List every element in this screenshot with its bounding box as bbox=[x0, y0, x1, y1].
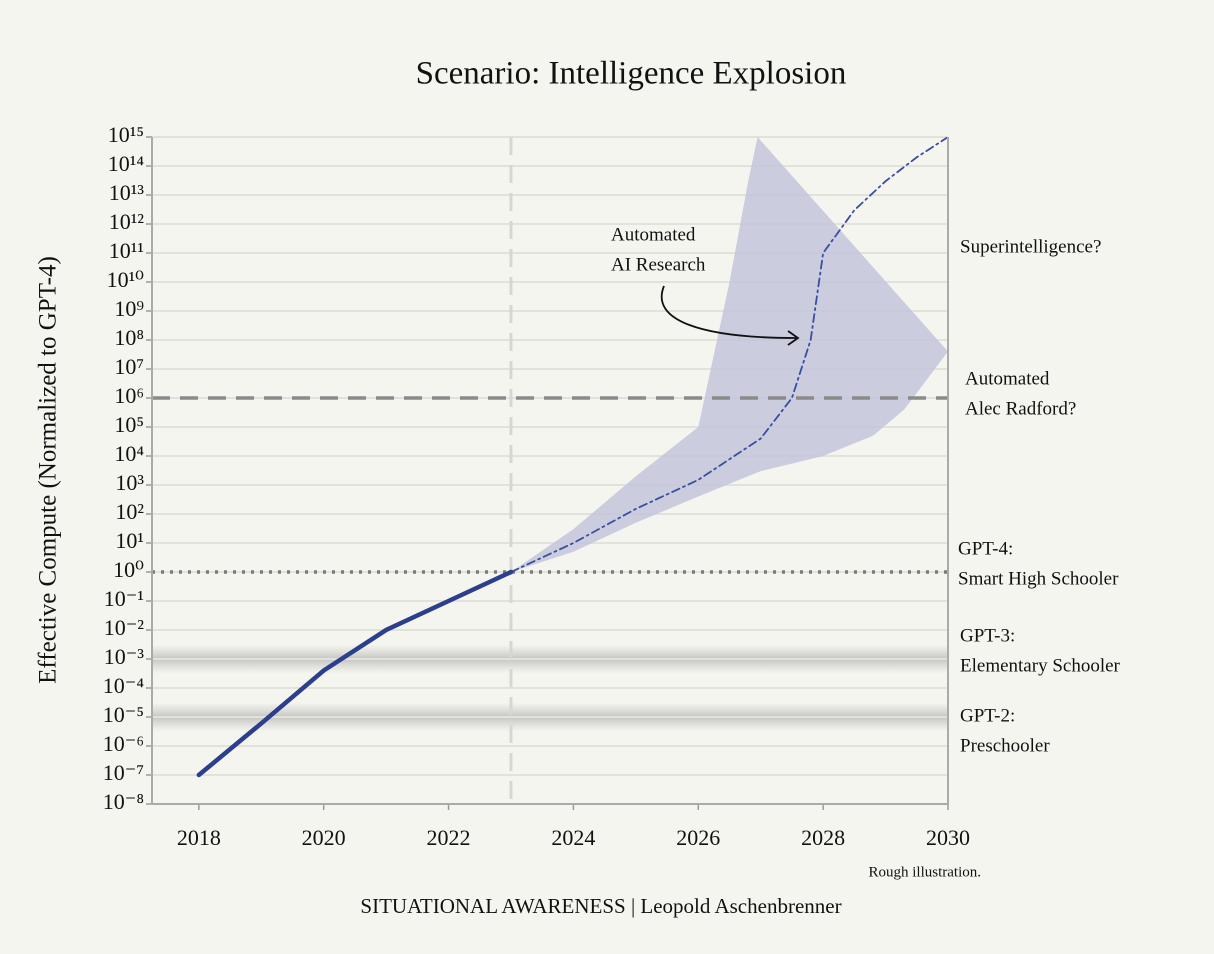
y-tick-label: 10⁻² bbox=[104, 615, 145, 640]
y-tick-label: 10² bbox=[115, 499, 144, 524]
x-tick-label: 2018 bbox=[177, 825, 221, 850]
annotation: Smart High Schooler bbox=[958, 568, 1119, 589]
y-tick-label: 10⁹ bbox=[114, 296, 144, 321]
y-tick-label: 10⁻⁷ bbox=[103, 760, 144, 785]
annotation: GPT-3: bbox=[960, 625, 1015, 646]
annotation: Automated bbox=[965, 368, 1050, 389]
uncertainty-band bbox=[510, 137, 948, 572]
y-tick-label: 10⁻⁴ bbox=[103, 673, 145, 698]
annotation: Preschooler bbox=[960, 735, 1050, 756]
plot-area bbox=[152, 137, 948, 804]
y-tick-label: 10⁴ bbox=[114, 441, 144, 466]
y-tick-label: 10⁷ bbox=[114, 354, 144, 379]
arrow-head bbox=[787, 330, 800, 346]
y-tick-label: 10⁵ bbox=[114, 412, 144, 437]
y-tick-label: 10⁰ bbox=[113, 557, 144, 582]
y-tick-label: 10¹² bbox=[109, 209, 145, 234]
annotation: Alec Radford? bbox=[965, 398, 1076, 419]
annotation: GPT-2: bbox=[960, 705, 1015, 726]
y-tick-label: 10³ bbox=[115, 470, 144, 495]
y-tick-label: 10⁻⁸ bbox=[103, 789, 144, 814]
y-tick-label: 10⁻³ bbox=[104, 644, 145, 669]
y-tick-label: 10⁶ bbox=[114, 383, 144, 408]
annotation: Superintelligence? bbox=[960, 236, 1101, 257]
annotation: Elementary Schooler bbox=[960, 655, 1121, 676]
x-tick-label: 2026 bbox=[676, 825, 720, 850]
arrow-note: Automated bbox=[611, 224, 696, 245]
y-tick-label: 10⁻⁵ bbox=[103, 702, 144, 727]
chart-title: Scenario: Intelligence Explosion bbox=[416, 56, 847, 92]
y-tick-label: 10¹⁴ bbox=[108, 151, 145, 176]
y-tick-label: 10¹⁵ bbox=[108, 122, 144, 147]
x-tick-label: 2028 bbox=[801, 825, 845, 850]
arrow-note: AI Research bbox=[611, 254, 706, 275]
arrow bbox=[660, 285, 797, 339]
x-tick-label: 2022 bbox=[427, 825, 471, 850]
historical-line bbox=[196, 569, 514, 778]
y-tick-label: 10¹³ bbox=[109, 180, 145, 205]
projection-line bbox=[510, 137, 948, 573]
x-tick-label: 2030 bbox=[926, 825, 970, 850]
x-tick-label: 2020 bbox=[302, 825, 346, 850]
plot: 10⁻⁸ 10⁻⁷ 10⁻⁶ 10⁻⁵ 10⁻⁴ 10⁻³ 10⁻² 10⁻¹ 10⁰ 10¹ 10… bbox=[103, 122, 1121, 850]
y-axis-label: Effective Compute (Normalized to GPT-4) bbox=[35, 256, 62, 684]
y-tick-label: 10⁻¹ bbox=[104, 586, 144, 611]
note: Rough illustration. bbox=[869, 864, 982, 880]
annotation: GPT-4: bbox=[958, 538, 1013, 559]
y-tick-label: 10¹ bbox=[115, 528, 144, 553]
footer: SITUATIONAL AWARENESS | Leopold Aschenbr… bbox=[360, 894, 841, 918]
x-tick-label: 2024 bbox=[551, 825, 595, 850]
y-tick-label: 10¹¹ bbox=[109, 238, 144, 263]
y-tick-label: 10¹⁰ bbox=[107, 267, 145, 292]
y-tick-label: 10⁻⁶ bbox=[103, 731, 144, 756]
y-tick-label: 10⁸ bbox=[114, 325, 144, 350]
